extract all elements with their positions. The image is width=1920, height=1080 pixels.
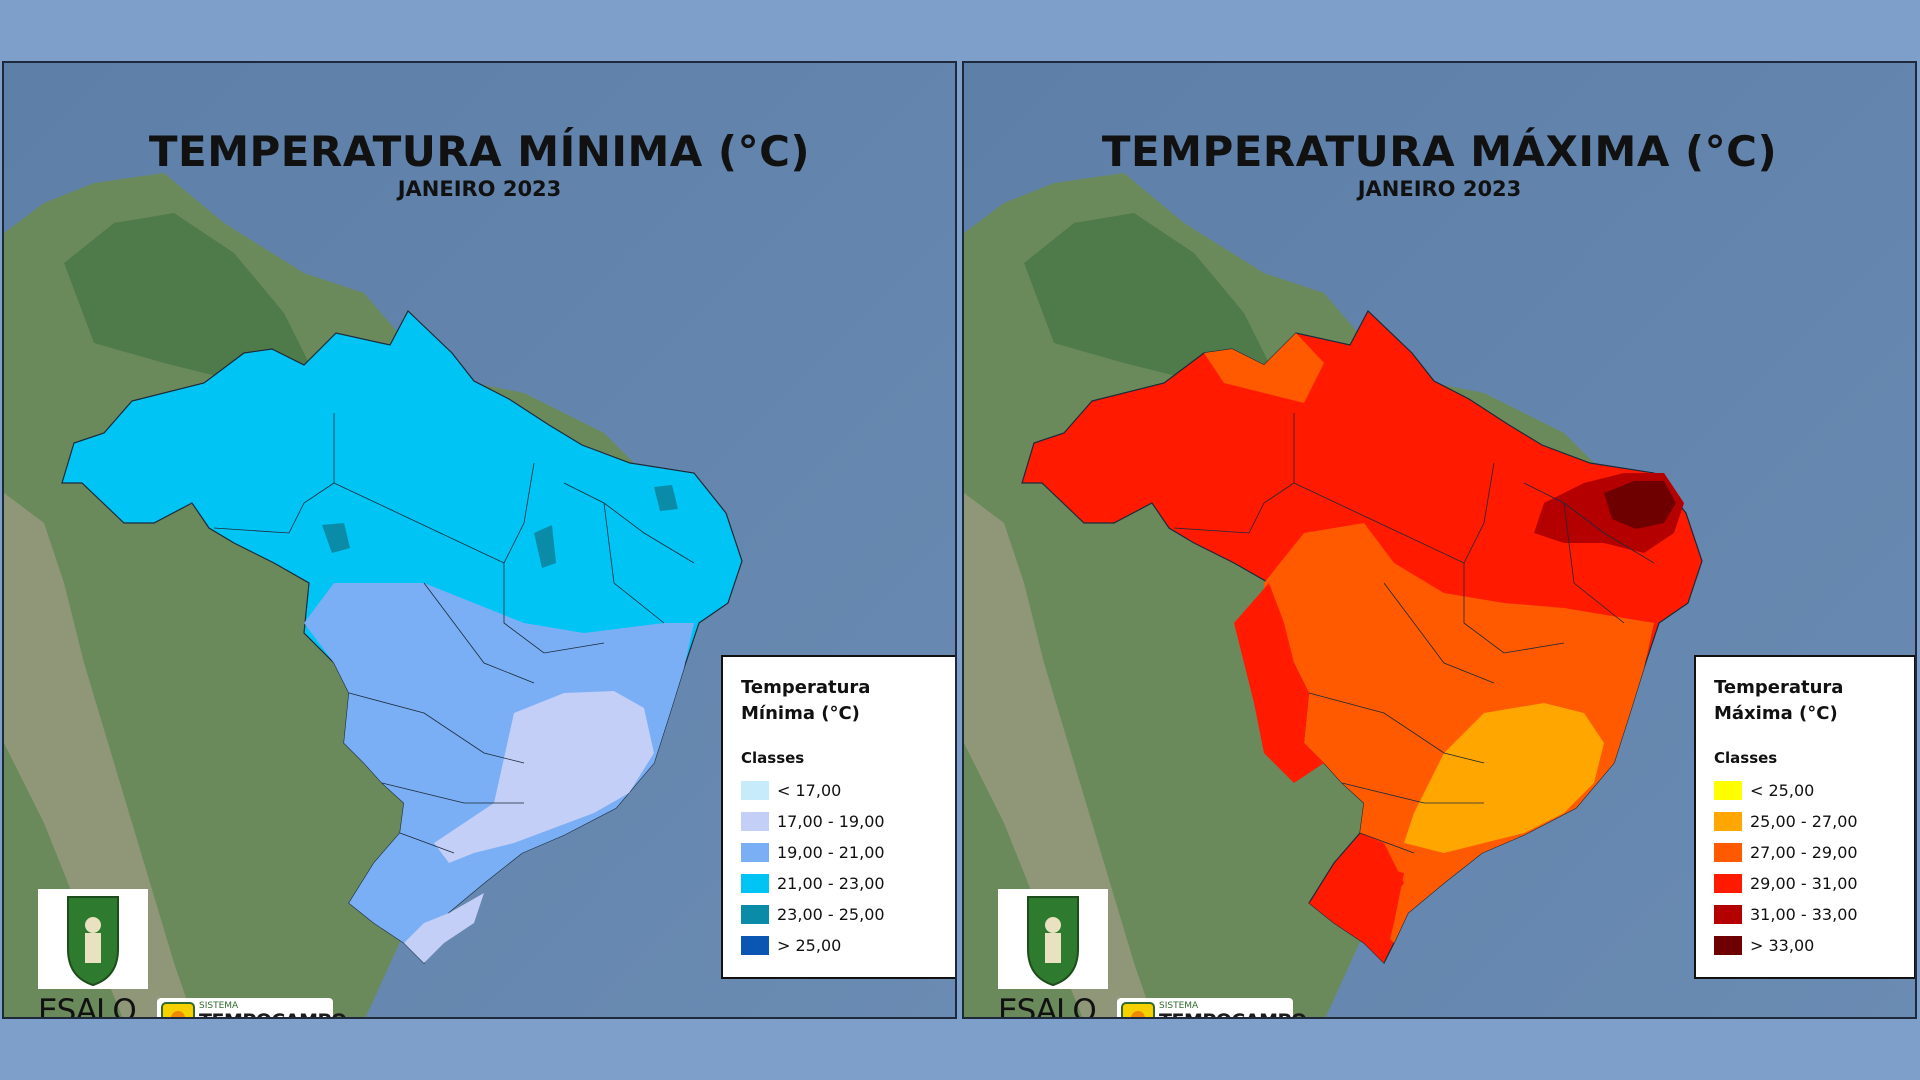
- map-panel-maximum: TEMPERATURA MÁXIMA (°C) JANEIRO 2023 Tem…: [962, 61, 1917, 1019]
- andes-range: [964, 493, 1153, 1017]
- andes-range: [4, 493, 193, 1017]
- legend-swatch: [741, 781, 769, 800]
- tempocampo-logo: SISTEMA TEMPOCAMPO: [1117, 998, 1307, 1017]
- region-23-25-c: [654, 485, 678, 511]
- legend-item: 19,00 - 21,00: [741, 837, 941, 868]
- legend-swatch: [741, 812, 769, 831]
- map-panel-minimum: TEMPERATURA MÍNIMA (°C) JANEIRO 2023 Tem…: [2, 61, 957, 1019]
- legend-box: Temperatura Mínima (°C) Classes < 17,00 …: [721, 655, 955, 979]
- esalq-crest-icon: [38, 889, 148, 989]
- state-boundaries: [213, 413, 695, 854]
- legend-swatch: [1714, 874, 1742, 893]
- legend-label: 31,00 - 33,00: [1750, 905, 1858, 924]
- legend-title-line1: Temperatura: [1714, 677, 1844, 698]
- region-23-25-a: [322, 523, 350, 553]
- region-17-19: [434, 691, 654, 863]
- legend-classes-label: Classes: [1714, 749, 1778, 767]
- esalq-crest-icon: [998, 889, 1108, 989]
- tempocampo-sun-icon: [1121, 1002, 1155, 1017]
- legend-swatch: [741, 874, 769, 893]
- legend-swatch: [741, 905, 769, 924]
- legend-item: 23,00 - 25,00: [741, 899, 941, 930]
- legend-item: 25,00 - 27,00: [1714, 806, 1896, 837]
- legend-label: > 25,00: [777, 936, 842, 955]
- legend-swatch: [741, 843, 769, 862]
- region-19-21: [304, 583, 694, 963]
- legend-label: 21,00 - 23,00: [777, 874, 885, 893]
- legend-label: 19,00 - 21,00: [777, 843, 885, 862]
- legend-label: 25,00 - 27,00: [1750, 812, 1858, 831]
- legend-item: < 17,00: [741, 775, 941, 806]
- legend-swatch: [1714, 936, 1742, 955]
- tempocampo-small-text: SISTEMA: [199, 1001, 239, 1011]
- region-29-31-mid: [1234, 583, 1324, 783]
- legend-label: < 17,00: [777, 781, 842, 800]
- tempocampo-big-text: TEMPOCAMPO: [1159, 1010, 1307, 1017]
- region-above-33: [1604, 481, 1676, 529]
- map-title: TEMPERATURA MÍNIMA (°C): [148, 127, 811, 176]
- north-coast-land: [64, 213, 314, 383]
- legend-item: > 25,00: [741, 930, 941, 961]
- esalq-logo-text: ESALQ: [38, 993, 137, 1019]
- legend-item: 21,00 - 23,00: [741, 868, 941, 899]
- legend-label: > 33,00: [1750, 936, 1815, 955]
- tempocampo-big-text: TEMPOCAMPO: [199, 1010, 347, 1017]
- legend-label: 29,00 - 31,00: [1750, 874, 1858, 893]
- legend-label: 23,00 - 25,00: [777, 905, 885, 924]
- legend-box: Temperatura Máxima (°C) Classes < 25,00 …: [1694, 655, 1915, 979]
- map-title: TEMPERATURA MÁXIMA (°C): [1101, 127, 1778, 176]
- tempocampo-small-text: SISTEMA: [1159, 1001, 1199, 1011]
- map-subtitle: JANEIRO 2023: [397, 177, 562, 201]
- legend-title-line1: Temperatura: [741, 677, 871, 698]
- north-coast-land: [1024, 213, 1274, 383]
- state-boundaries: [1173, 413, 1655, 854]
- tempocampo-logo: SISTEMA TEMPOCAMPO: [157, 998, 347, 1017]
- legend-item: > 33,00: [1714, 930, 1896, 961]
- map-subtitle: JANEIRO 2023: [1357, 177, 1522, 201]
- region-27-29-north: [1204, 333, 1324, 403]
- legend-swatch: [1714, 905, 1742, 924]
- legend-item: < 25,00: [1714, 775, 1896, 806]
- legend-item: 31,00 - 33,00: [1714, 899, 1896, 930]
- region-29-31-south: [1309, 863, 1404, 963]
- tempocampo-sun-icon: [161, 1002, 195, 1017]
- legend-item: 29,00 - 31,00: [1714, 868, 1896, 899]
- legend-label: 17,00 - 19,00: [777, 812, 885, 831]
- region-17-19-south: [404, 893, 484, 963]
- legend-classes-label: Classes: [741, 749, 805, 767]
- legend-swatch: [1714, 812, 1742, 831]
- legend-swatch: [741, 936, 769, 955]
- map-background: [4, 63, 955, 1017]
- legend-title-line2: Mínima (°C): [741, 703, 860, 724]
- legend-swatch: [1714, 781, 1742, 800]
- region-23-25-b: [534, 525, 556, 568]
- legend-title-line2: Máxima (°C): [1714, 703, 1838, 724]
- legend-item: 17,00 - 19,00: [741, 806, 941, 837]
- legend-swatch: [1714, 843, 1742, 862]
- legend-label: 27,00 - 29,00: [1750, 843, 1858, 862]
- region-27-29: [1264, 523, 1654, 943]
- esalq-logo-text: ESALQ: [998, 993, 1097, 1019]
- legend-label: < 25,00: [1750, 781, 1815, 800]
- region-25-27: [1404, 703, 1604, 853]
- legend-item: 27,00 - 29,00: [1714, 837, 1896, 868]
- map-background: [964, 63, 1915, 1017]
